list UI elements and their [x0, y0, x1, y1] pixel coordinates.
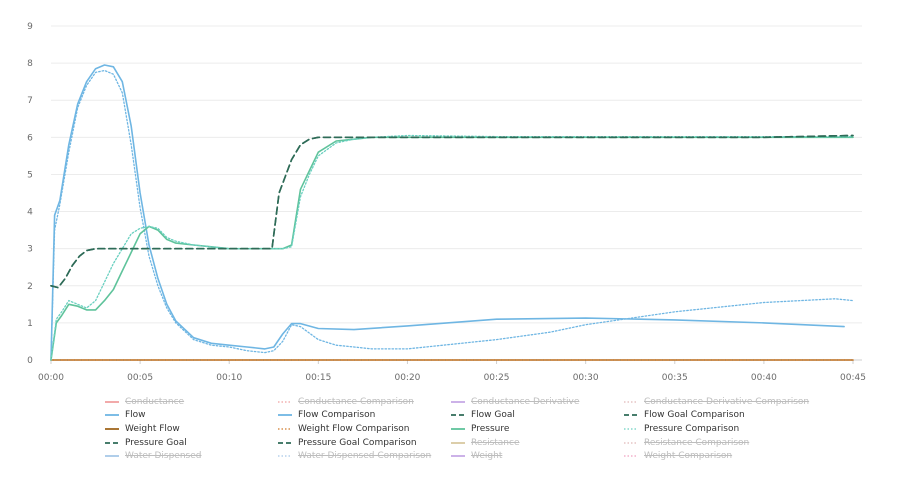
legend-item-weight-flow[interactable]: Weight Flow	[104, 422, 277, 436]
legend-swatch	[624, 455, 638, 457]
legend-swatch	[105, 414, 119, 417]
series-line-flow	[50, 64, 845, 361]
x-tick-label: 00:40	[751, 373, 777, 383]
legend-label: Conductance	[125, 396, 185, 407]
y-tick-label: 8	[27, 59, 33, 69]
legend-item-conductance-derivative-comparison[interactable]: Conductance Derivative Comparison	[623, 395, 809, 409]
legend-item-flow[interactable]: Flow	[104, 409, 277, 423]
legend-item-flow-comparison[interactable]: Flow Comparison	[277, 409, 450, 423]
y-tick-label: 7	[27, 96, 33, 106]
y-tick-label: 1	[27, 319, 33, 329]
legend-label: Pressure Comparison	[644, 423, 740, 434]
legend-swatch	[105, 441, 119, 444]
x-tick-label: 00:15	[305, 373, 331, 383]
legend-swatch	[278, 428, 292, 430]
legend-item-water-dispensed[interactable]: Water Dispensed	[104, 449, 277, 463]
y-tick-label: 2	[27, 282, 33, 292]
legend-label: Weight	[471, 451, 503, 462]
series-line-pressure-goal-comparison	[50, 134, 854, 289]
legend-label: Conductance Comparison	[298, 396, 414, 407]
legend-swatch	[624, 414, 638, 417]
legend-row: Flow Flow Comparison Flow Goal Flow Goal Co…	[104, 409, 804, 423]
legend-item-pressure-goal[interactable]: Pressure Goal	[104, 436, 277, 450]
x-tick-label: 00:30	[573, 373, 599, 383]
x-tick-label: 00:00	[38, 373, 64, 383]
legend-swatch	[278, 441, 292, 444]
legend-row: Water Dispensed Water Dispensed Compariso…	[104, 449, 804, 463]
grid-lines	[51, 25, 862, 361]
y-tick-label: 0	[27, 356, 33, 366]
legend-swatch	[105, 400, 119, 403]
legend-label: Water Dispensed	[125, 451, 202, 462]
legend-swatch	[451, 455, 465, 458]
y-tick-label: 6	[27, 133, 33, 143]
x-tick-label: 00:35	[662, 373, 688, 383]
legend-label: Flow Goal Comparison	[644, 410, 745, 421]
series-lines	[50, 64, 854, 361]
legend-item-pressure-goal-comparison[interactable]: Pressure Goal Comparison	[277, 436, 450, 450]
line-chart: 0 1 2 3 4 5 6 7 8 9 00:00 00:05 00:10 00:15 00:20 00:2…	[27, 22, 866, 383]
legend-swatch	[105, 428, 119, 430]
legend-label: Resistance Comparison	[644, 437, 750, 448]
legend: Conductance Conductance Comparison Conduct…	[104, 395, 809, 463]
legend-label: Pressure Goal Comparison	[298, 437, 417, 448]
legend-row: Conductance Conductance Comparison Conduct…	[104, 395, 809, 409]
legend-item-resistance-comparison[interactable]: Resistance Comparison	[623, 436, 796, 450]
legend-label: Flow	[125, 410, 146, 421]
y-tick-label: 5	[27, 170, 33, 180]
legend-item-resistance[interactable]: Resistance	[450, 436, 623, 450]
legend-label: Flow Goal	[471, 410, 515, 421]
y-axis: 0 1 2 3 4 5 6 7 8 9	[27, 22, 33, 366]
legend-swatch	[105, 455, 119, 458]
legend-swatch	[451, 400, 465, 403]
legend-swatch	[451, 428, 465, 430]
series-line-flow-comparison	[50, 69, 854, 361]
legend-item-weight[interactable]: Weight	[450, 449, 623, 463]
legend-label: Pressure Goal	[125, 437, 187, 448]
legend-item-pressure-comparison[interactable]: Pressure Comparison	[623, 422, 796, 436]
legend-swatch	[278, 401, 292, 403]
x-tick-label: 00:20	[394, 373, 420, 383]
legend-swatch	[624, 441, 638, 444]
legend-row: Pressure Goal Pressure Goal Comparison Res…	[104, 436, 804, 450]
x-tick-label: 00:05	[127, 373, 153, 383]
legend-item-conductance-comparison[interactable]: Conductance Comparison	[277, 395, 450, 409]
y-tick-label: 9	[27, 22, 33, 32]
y-tick-label: 4	[27, 208, 33, 218]
legend-label: Water Dispensed Comparison	[298, 451, 432, 462]
legend-label: Weight Flow	[125, 423, 180, 434]
legend-swatch	[451, 441, 465, 444]
legend-item-conductance[interactable]: Conductance	[104, 395, 277, 409]
legend-item-weight-comparison[interactable]: Weight Comparison	[623, 449, 796, 463]
legend-label: Resistance	[471, 437, 520, 448]
legend-swatch	[451, 414, 465, 417]
x-axis: 00:00 00:05 00:10 00:15 00:20 00:25 00:30 00:35…	[38, 360, 866, 383]
legend-swatch	[278, 414, 292, 417]
legend-item-flow-goal[interactable]: Flow Goal	[450, 409, 623, 423]
legend-row: Weight Flow Weight Flow Comparison Pressur…	[104, 422, 804, 436]
legend-swatch	[624, 428, 638, 430]
legend-item-pressure[interactable]: Pressure	[450, 422, 623, 436]
legend-item-water-dispensed-comparison[interactable]: Water Dispensed Comparison	[277, 449, 450, 463]
x-tick-label: 00:25	[484, 373, 510, 383]
legend-item-flow-goal-comparison[interactable]: Flow Goal Comparison	[623, 409, 796, 423]
legend-swatch	[624, 401, 638, 403]
series-line-pressure-comparison	[50, 134, 854, 361]
legend-label: Weight Comparison	[644, 451, 733, 462]
y-tick-label: 3	[27, 245, 33, 255]
legend-item-conductance-derivative[interactable]: Conductance Derivative	[450, 395, 623, 409]
legend-label: Conductance Derivative	[471, 396, 580, 407]
legend-label: Pressure	[471, 423, 510, 434]
x-tick-label: 00:45	[840, 373, 866, 383]
legend-label: Flow Comparison	[298, 410, 376, 421]
x-tick-label: 00:10	[216, 373, 242, 383]
legend-label: Conductance Derivative Comparison	[644, 396, 810, 407]
legend-label: Weight Flow Comparison	[298, 423, 410, 434]
legend-item-weight-flow-comparison[interactable]: Weight Flow Comparison	[277, 422, 450, 436]
legend-swatch	[278, 455, 292, 457]
